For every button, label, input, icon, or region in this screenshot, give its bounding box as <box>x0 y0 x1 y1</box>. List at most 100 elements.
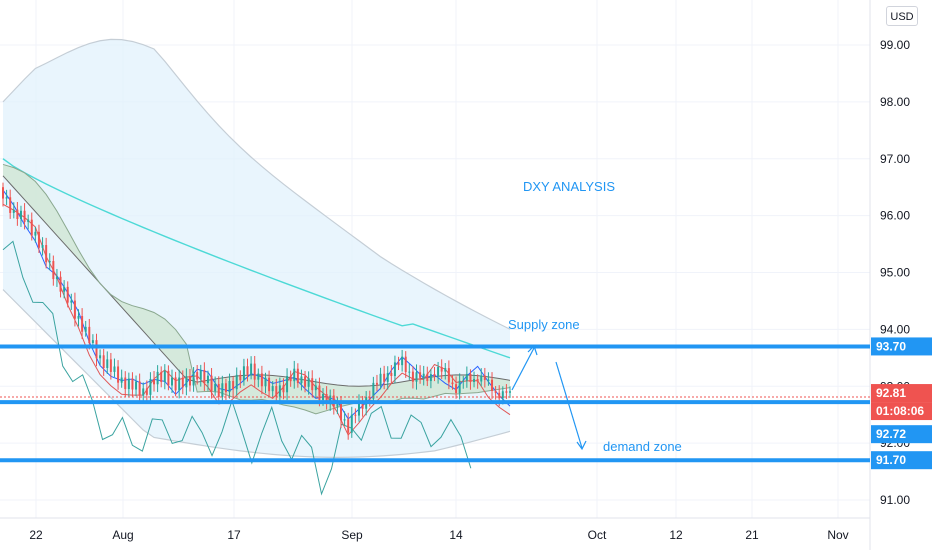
candle-body <box>322 394 325 400</box>
candle-body <box>354 414 357 416</box>
candle-body <box>163 370 166 383</box>
price-label-box <box>871 337 932 356</box>
countdown-label: 01:08:06 <box>871 402 932 421</box>
up-arrow-head <box>527 344 538 356</box>
x-tick-label: 12 <box>669 528 683 542</box>
candle-body <box>300 376 303 384</box>
candle-body <box>127 378 130 390</box>
price-label-93-70: 93.70 <box>871 337 932 356</box>
candle-body <box>307 378 310 387</box>
candle-body <box>336 402 339 407</box>
candle-body <box>483 375 486 380</box>
currency-button[interactable]: USD <box>886 6 918 26</box>
candle-body <box>221 383 224 397</box>
moving-average-line <box>2 158 511 359</box>
price-label-text: 01:08:06 <box>876 404 924 418</box>
candle-body <box>70 300 73 303</box>
candle-body <box>52 261 55 280</box>
y-tick-label: 94.00 <box>880 322 910 336</box>
candle-body <box>117 366 120 383</box>
candle-body <box>397 362 400 366</box>
ichimoku-span-b <box>2 163 511 415</box>
candle-body <box>350 414 353 433</box>
candle-body <box>408 371 411 373</box>
candle-body <box>2 187 4 199</box>
candle-body <box>458 380 461 393</box>
candle-body <box>404 356 407 372</box>
x-tick-label: Nov <box>827 528 848 542</box>
candle-body <box>415 372 418 382</box>
candle-body <box>462 380 465 382</box>
candle-body <box>422 373 425 378</box>
price-label-text: 91.70 <box>876 453 906 467</box>
candle-body <box>167 370 170 386</box>
candle-body <box>447 368 450 383</box>
candle-body <box>444 368 447 372</box>
candle-body <box>386 372 389 382</box>
candle-body <box>178 377 181 391</box>
candle-body <box>372 382 375 399</box>
candle-body <box>296 368 299 384</box>
candle-body <box>429 374 432 382</box>
y-tick-label: 99.00 <box>880 38 910 52</box>
candle-body <box>73 300 76 319</box>
x-tick-label: 21 <box>745 528 759 542</box>
candle-body <box>451 382 454 385</box>
candle-body <box>156 371 159 385</box>
candle-body <box>9 197 12 213</box>
candle-body <box>242 366 245 381</box>
candle-body <box>27 219 30 222</box>
candle-body <box>505 391 508 393</box>
candle-body <box>368 397 371 399</box>
candle-body <box>196 372 199 380</box>
bollinger-band-fill <box>3 39 510 458</box>
candle-body <box>5 197 8 199</box>
candle-body <box>343 419 346 421</box>
candle-body <box>95 340 98 359</box>
candle-body <box>357 402 360 416</box>
candle-body <box>440 367 443 372</box>
candle-body <box>181 377 184 388</box>
candle-body <box>203 369 206 384</box>
candle-body <box>66 286 69 303</box>
candle-body <box>160 371 163 383</box>
x-tick-label: 14 <box>449 528 463 542</box>
x-tick-label: 22 <box>29 528 43 542</box>
candle-body <box>311 378 314 391</box>
candle-body <box>214 383 217 392</box>
candle-body <box>30 219 33 236</box>
price-label-box <box>871 451 932 470</box>
candle-body <box>250 363 253 375</box>
candle-body <box>235 374 238 390</box>
y-tick-label: 95.00 <box>880 266 910 280</box>
candle-body <box>340 402 342 421</box>
bollinger-band-upper <box>2 38 511 330</box>
candle-body <box>393 362 396 376</box>
candle-body <box>347 419 350 433</box>
candle-body <box>12 209 15 213</box>
candle-body <box>77 316 80 319</box>
candle-body <box>16 209 19 220</box>
candle-body <box>491 379 494 391</box>
x-tick-label: Aug <box>112 528 133 542</box>
candle-body <box>149 378 152 395</box>
candle-body <box>88 326 91 343</box>
candle-body <box>81 316 84 332</box>
candle-body <box>437 367 440 376</box>
candle-body <box>494 390 497 393</box>
candle-body <box>153 378 156 385</box>
candle-body <box>286 376 289 393</box>
candle-body <box>109 359 112 372</box>
candle-body <box>293 368 296 382</box>
candle-body <box>188 376 191 386</box>
candle-body <box>131 378 134 390</box>
candle-body <box>304 376 307 387</box>
x-tick-label: Oct <box>588 528 607 542</box>
candle-body <box>455 384 458 393</box>
annotation-demand-zone: demand zone <box>603 439 682 454</box>
candle-body <box>124 377 127 390</box>
candle-body <box>232 381 235 390</box>
candle-body <box>199 369 202 380</box>
